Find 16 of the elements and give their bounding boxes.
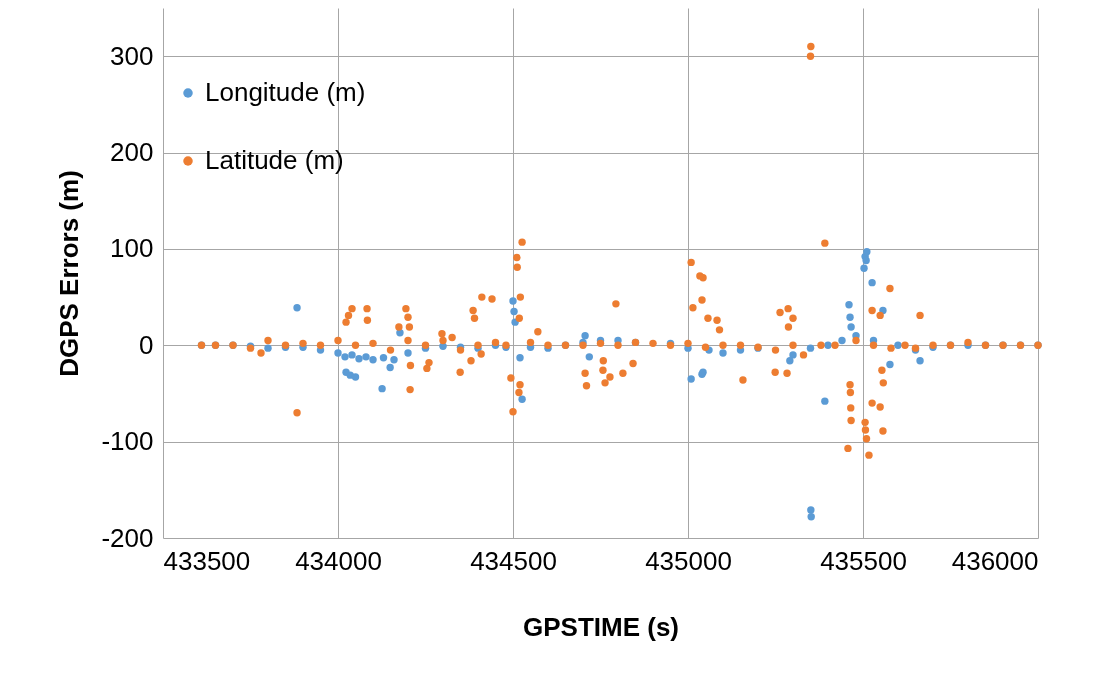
x-tick-label: 434500 <box>470 545 557 576</box>
legend-label: Latitude (m) <box>205 145 344 175</box>
y-tick-label: -200 <box>101 522 154 553</box>
x-tick-label: 433500 <box>163 545 251 576</box>
y-tick-label: 100 <box>110 233 154 264</box>
y-axis-title: DGPS Errors (m) <box>54 170 85 377</box>
x-tick-label: 435500 <box>820 545 907 576</box>
x-axis-title: GPSTIME (s) <box>522 611 680 642</box>
y-tick-label: 200 <box>110 137 154 168</box>
x-tick-label: 434000 <box>295 545 382 576</box>
y-tick-label: -100 <box>101 426 154 457</box>
y-tick-label: 300 <box>110 40 154 71</box>
x-tick-label: 436000 <box>951 545 1039 576</box>
x-tick-label: 435000 <box>645 545 732 576</box>
legend-label: Longitude (m) <box>205 77 366 107</box>
y-tick-label: 0 <box>139 329 154 360</box>
